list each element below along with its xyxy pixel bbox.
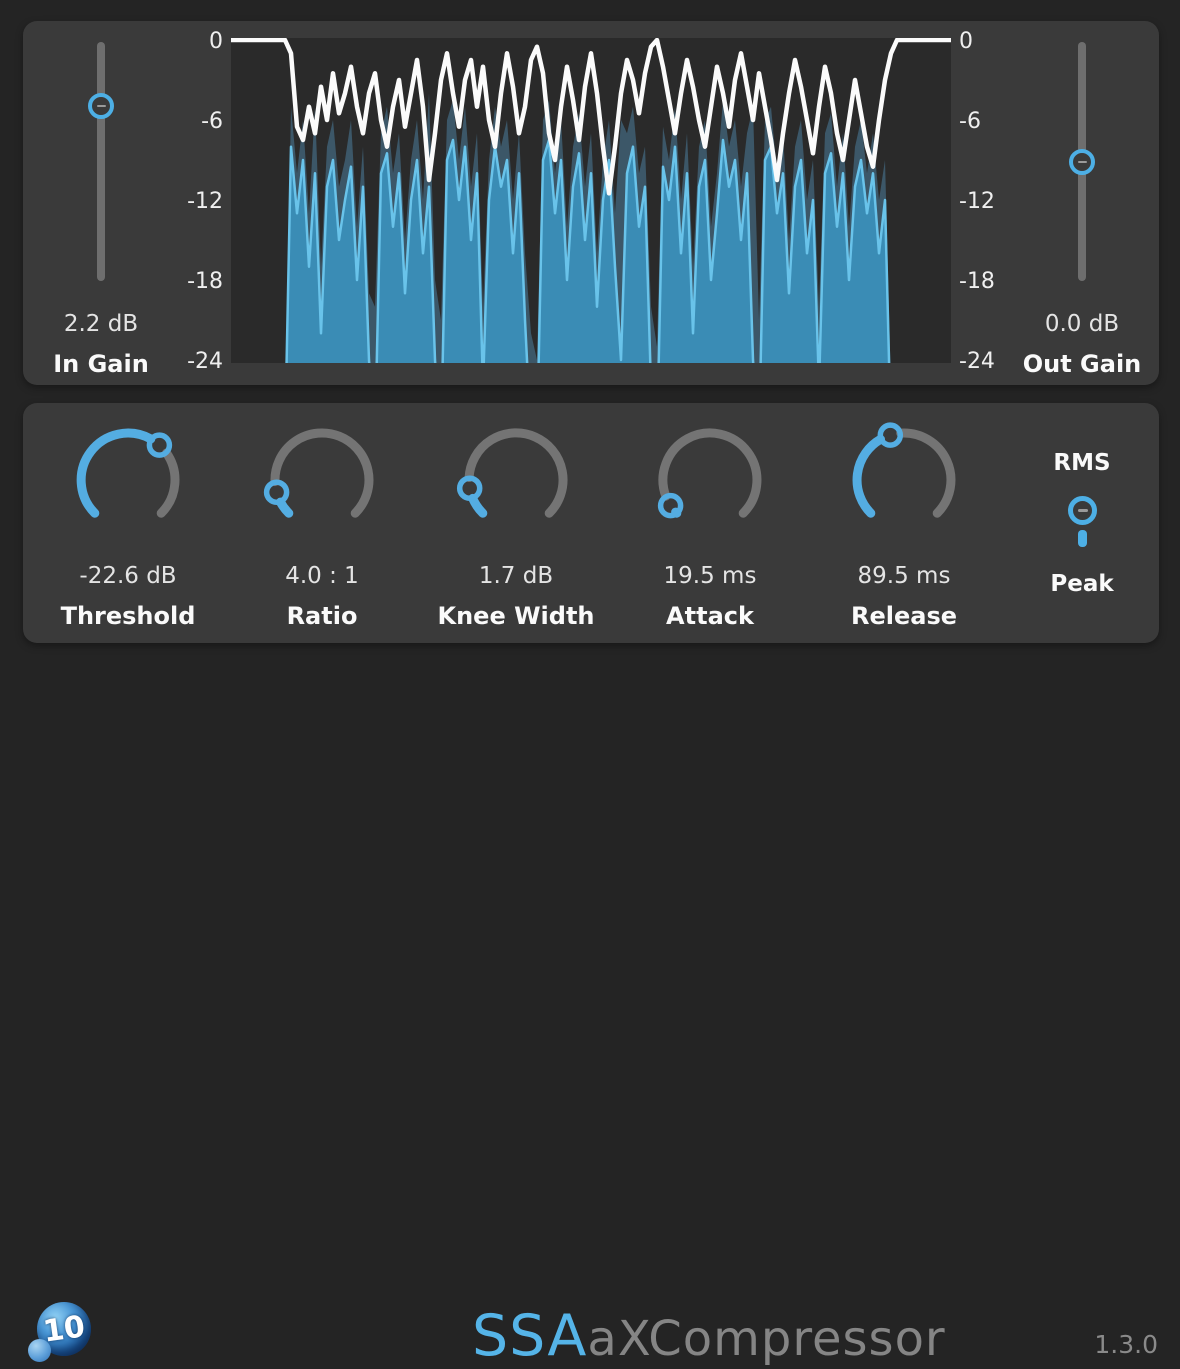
plugin-title: SSA aXCompressor [472, 1303, 946, 1369]
db-tick--18: -18 [187, 269, 223, 294]
out-gain-value: 0.0 dB [1044, 311, 1120, 337]
version-text: 1.3.0 [1094, 1330, 1158, 1359]
meter-panel: 2.2 dB In Gain 0 -6 -12 -18 -24 0 -6 -12 -18 -24… [23, 21, 1159, 385]
attack-label: Attack [666, 602, 754, 630]
knob-handle[interactable] [146, 432, 173, 458]
handle-notch [1077, 509, 1088, 512]
knob-track-arc [658, 428, 762, 518]
knob-handle[interactable] [877, 422, 904, 448]
knob-value-arc [76, 428, 156, 518]
out-gain-label: Out Gain [1022, 350, 1142, 378]
knob-handle[interactable] [657, 492, 684, 519]
knob-handle[interactable] [263, 479, 290, 505]
handle-notch [1077, 160, 1087, 164]
db-tick-0: 0 [209, 29, 223, 54]
release-knob[interactable] [839, 415, 969, 545]
knee-knob[interactable] [451, 415, 581, 545]
plugin-title-brand: SSA [472, 1303, 588, 1369]
db-scale-right: 0 -6 -12 -18 -24 [959, 21, 1029, 385]
ratio-label: Ratio [286, 602, 358, 630]
release-label: Release [850, 602, 958, 630]
in-gain-slider-track[interactable] [97, 42, 105, 281]
footer: 10 SSA aXCompressor 1.3.0 [0, 643, 1180, 1369]
output-signal-line [285, 138, 891, 363]
gain-reduction-line [231, 38, 951, 196]
db-tick--12: -12 [187, 189, 223, 214]
handle-notch [96, 104, 106, 108]
detector-toggle: RMS Peak [1005, 403, 1159, 643]
plugin-title-name: aXCompressor [587, 1311, 946, 1367]
ratio-value: 4.0 : 1 [285, 563, 359, 589]
detector-toggle-track[interactable] [1078, 530, 1087, 547]
knob-handle[interactable] [456, 475, 483, 501]
threshold-value: -22.6 dB [79, 563, 177, 589]
level-meter-display [231, 38, 951, 363]
knob-column-release: 89.5 ms Release [807, 403, 1001, 643]
knee-label: Knee Width [437, 602, 595, 630]
brand-logo: 10 [26, 1298, 96, 1366]
threshold-label: Threshold [60, 602, 196, 630]
db-tick--24: -24 [959, 349, 995, 374]
knob-value-arc [468, 493, 488, 518]
ratio-knob[interactable] [257, 415, 387, 545]
knob-track-arc [156, 448, 180, 518]
db-tick-0: 0 [959, 29, 973, 54]
db-tick--18: -18 [959, 269, 995, 294]
db-tick--6: -6 [201, 109, 223, 134]
knob-value-arc [852, 434, 885, 518]
attack-knob[interactable] [645, 415, 775, 545]
in-gain-value: 2.2 dB [63, 311, 139, 337]
knob-track-arc [896, 428, 956, 518]
release-value: 89.5 ms [857, 563, 951, 589]
controls-panel: -22.6 dB Threshold 4.0 : 1 Ratio 1.7 dB Knee … [23, 403, 1159, 643]
knob-column-ratio: 4.0 : 1 Ratio [225, 403, 419, 643]
in-gain-label: In Gain [53, 350, 149, 378]
db-tick--12: -12 [959, 189, 995, 214]
logo-badge-text: 10 [40, 1308, 88, 1350]
in-gain-slider-handle[interactable] [88, 93, 114, 119]
peak-label: Peak [1050, 571, 1114, 597]
knob-column-threshold: -22.6 dB Threshold [31, 403, 225, 643]
rms-label: RMS [1053, 450, 1111, 476]
knob-column-attack: 19.5 ms Attack [613, 403, 807, 643]
detector-toggle-handle[interactable] [1068, 496, 1097, 525]
threshold-knob[interactable] [63, 415, 193, 545]
db-scale-left: 0 -6 -12 -18 -24 [153, 21, 223, 385]
output-signal-area [286, 140, 890, 363]
knob-column-knee: 1.7 dB Knee Width [419, 403, 613, 643]
knob-row: -22.6 dB Threshold 4.0 : 1 Ratio 1.7 dB Knee … [31, 403, 1001, 643]
db-tick--6: -6 [959, 109, 981, 134]
db-tick--24: -24 [187, 349, 223, 374]
knee-value: 1.7 dB [478, 563, 554, 589]
knob-track-arc [464, 428, 568, 518]
knob-track-arc [270, 428, 374, 518]
out-gain-slider-handle[interactable] [1069, 149, 1095, 175]
attack-value: 19.5 ms [663, 563, 757, 589]
